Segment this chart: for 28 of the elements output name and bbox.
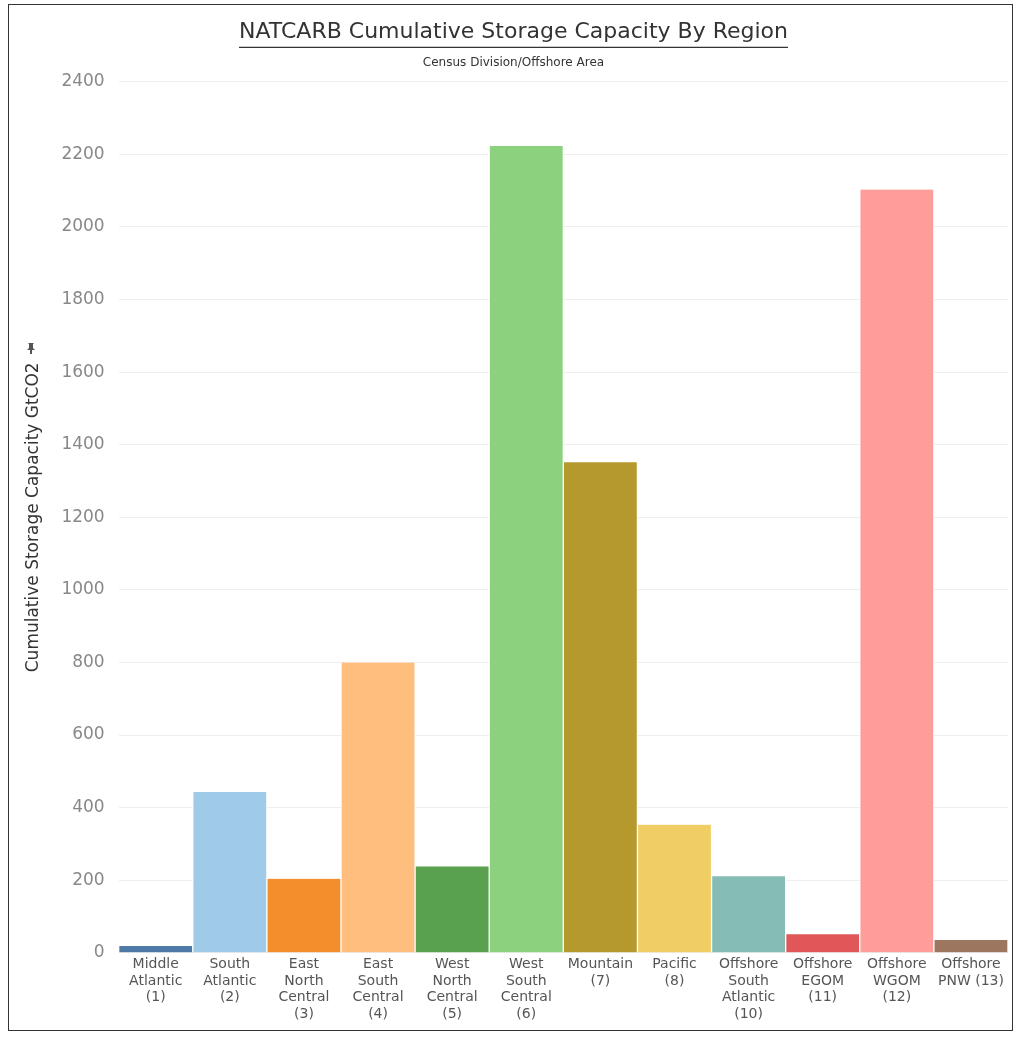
y-tick-label: 200 bbox=[72, 868, 105, 889]
x-tick-label: East South Central (4) bbox=[352, 954, 404, 1022]
x-tick-label: South Atlantic (2) bbox=[203, 954, 257, 1005]
x-axis-title: Census Division/Offshore Area bbox=[422, 54, 605, 69]
chart-title: NATCARB Cumulative Storage Capacity By Region bbox=[239, 17, 788, 43]
x-tick-label: Offshore WGOM (12) bbox=[867, 954, 927, 1005]
y-tick-label: 1600 bbox=[61, 360, 105, 381]
x-tick-label: Middle Atlantic (1) bbox=[129, 954, 183, 1005]
x-tick-label: Offshore South Atlantic (10) bbox=[718, 954, 779, 1022]
y-tick-label: 1400 bbox=[61, 433, 105, 454]
y-tick-label: 800 bbox=[72, 650, 105, 671]
x-tick-label: East North Central (3) bbox=[278, 954, 330, 1022]
y-tick-label: 0 bbox=[93, 941, 105, 962]
y-tick-label: 1200 bbox=[61, 505, 105, 526]
x-tick-label: West South Central (6) bbox=[500, 954, 552, 1022]
x-tick-label: Pacific (8) bbox=[652, 954, 697, 988]
y-tick-label: 1000 bbox=[61, 578, 105, 599]
x-tick-label: Mountain (7) bbox=[567, 954, 633, 988]
y-tick-label: 2000 bbox=[61, 215, 105, 236]
y-tick-label: 1800 bbox=[61, 287, 105, 308]
y-tick-label: 2400 bbox=[61, 70, 105, 91]
y-tick-label: 2200 bbox=[61, 142, 105, 163]
x-tick-label: Offshore EGOM (11) bbox=[792, 954, 853, 1005]
y-axis-title: Cumulative Storage Capacity GtCO2 bbox=[21, 362, 42, 673]
x-tick-label: Offshore PNW (13) bbox=[937, 954, 1004, 988]
y-tick-label: 600 bbox=[72, 723, 105, 744]
x-tick-label: West North Central (5) bbox=[426, 954, 478, 1022]
y-tick-label: 400 bbox=[72, 796, 105, 817]
